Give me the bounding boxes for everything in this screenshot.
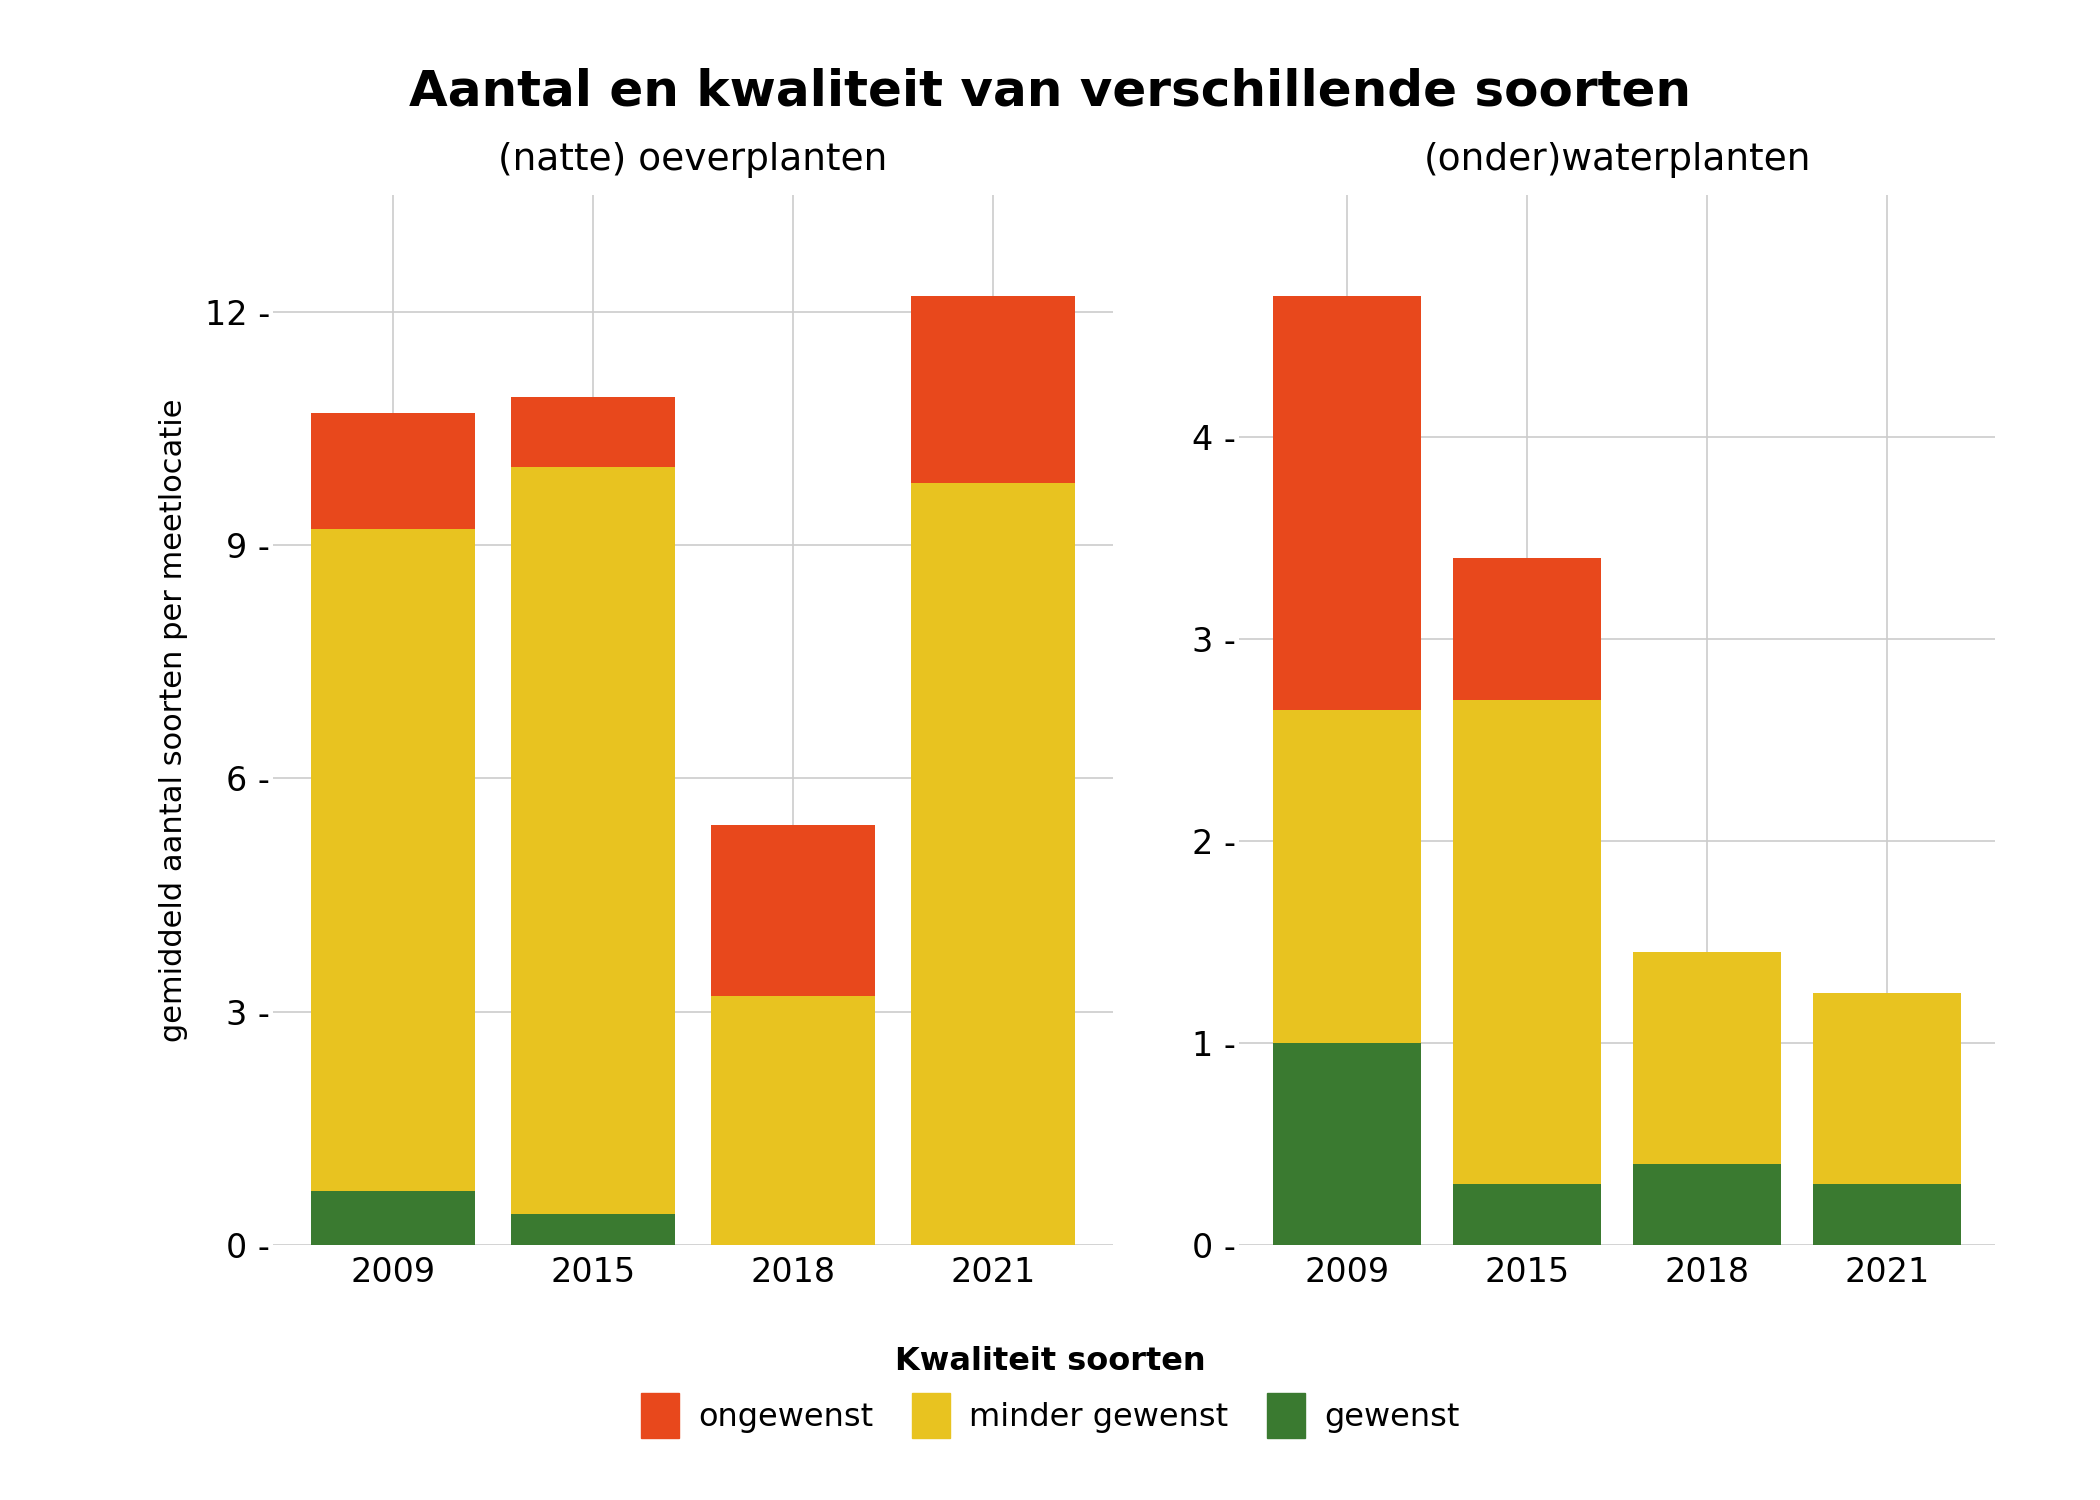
Bar [911, 483, 1075, 1245]
Bar [1273, 296, 1422, 710]
Bar [1634, 952, 1781, 1164]
Bar [911, 296, 1075, 483]
Bar [1453, 700, 1600, 1185]
Bar [311, 413, 475, 530]
Bar [712, 825, 876, 996]
Title: (natte) oeverplanten: (natte) oeverplanten [498, 142, 888, 178]
Bar [1273, 710, 1422, 1042]
Bar [1812, 993, 1961, 1185]
Y-axis label: gemiddeld aantal soorten per meetlocatie: gemiddeld aantal soorten per meetlocatie [160, 399, 189, 1041]
Bar [311, 1191, 475, 1245]
Bar [1634, 1164, 1781, 1245]
Bar [1453, 1185, 1600, 1245]
Bar [1273, 1042, 1422, 1245]
Bar [510, 398, 674, 466]
Legend: ongewenst, minder gewenst, gewenst: ongewenst, minder gewenst, gewenst [624, 1330, 1476, 1454]
Bar [510, 466, 674, 1214]
Bar [510, 1214, 674, 1245]
Bar [1812, 1185, 1961, 1245]
Text: Aantal en kwaliteit van verschillende soorten: Aantal en kwaliteit van verschillende so… [410, 68, 1691, 116]
Title: (onder)waterplanten: (onder)waterplanten [1424, 142, 1810, 178]
Bar [1453, 558, 1600, 700]
Bar [712, 996, 876, 1245]
Bar [311, 530, 475, 1191]
